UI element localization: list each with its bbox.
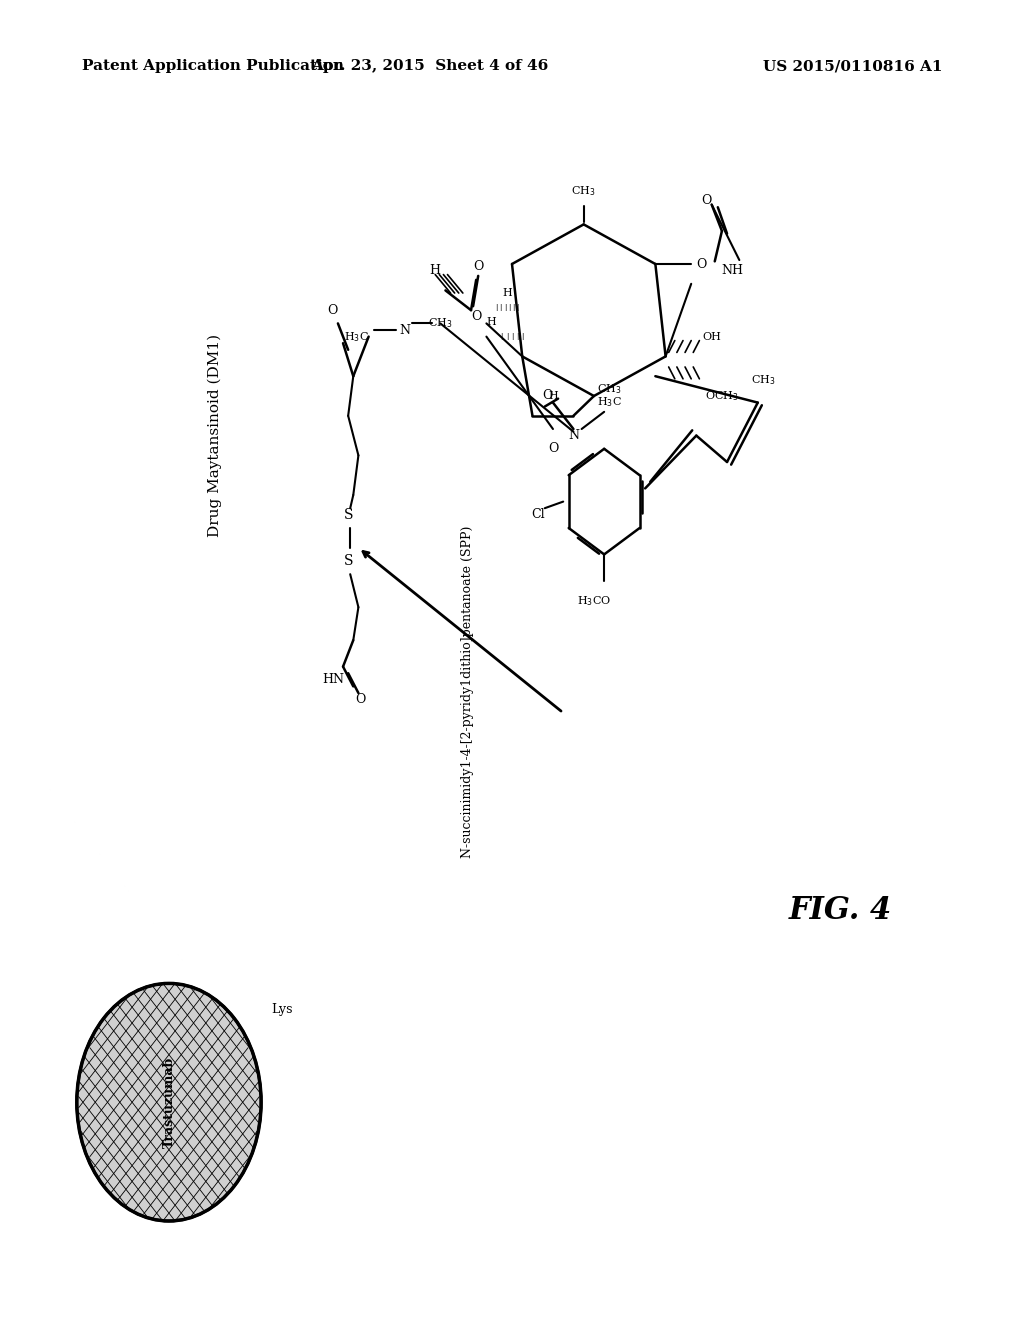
Text: N: N <box>399 323 410 337</box>
Text: Lys: Lys <box>271 1003 293 1016</box>
Text: |: | <box>496 304 498 312</box>
Text: Cl: Cl <box>530 508 545 521</box>
Text: CH$_3$: CH$_3$ <box>751 374 775 387</box>
Circle shape <box>77 983 261 1221</box>
Text: Drug Maytansinoid (DM1): Drug Maytansinoid (DM1) <box>208 334 222 537</box>
Text: H: H <box>430 264 440 277</box>
Text: |: | <box>501 333 503 341</box>
Text: HN: HN <box>322 673 344 686</box>
Text: OCH$_3$: OCH$_3$ <box>706 389 738 403</box>
Text: |: | <box>504 304 506 312</box>
Text: O: O <box>696 257 707 271</box>
Text: O: O <box>701 194 712 207</box>
Text: Apr. 23, 2015  Sheet 4 of 46: Apr. 23, 2015 Sheet 4 of 46 <box>311 59 549 74</box>
Text: H: H <box>548 391 558 401</box>
Text: FIG. 4: FIG. 4 <box>788 895 892 927</box>
Text: S: S <box>343 508 353 521</box>
Text: N: N <box>568 429 579 442</box>
Text: Trastuzumab: Trastuzumab <box>163 1056 175 1148</box>
Text: S: S <box>343 554 353 568</box>
Text: OH: OH <box>702 331 721 342</box>
Text: H: H <box>486 317 497 327</box>
Text: Patent Application Publication: Patent Application Publication <box>82 59 344 74</box>
Text: O: O <box>355 693 366 706</box>
Text: O: O <box>548 442 558 455</box>
Text: CH$_3$: CH$_3$ <box>428 317 453 330</box>
Text: CH$_3$: CH$_3$ <box>597 383 622 396</box>
Text: CH$_3$: CH$_3$ <box>571 185 596 198</box>
Text: |: | <box>516 304 518 312</box>
Text: |: | <box>521 333 523 341</box>
Text: O: O <box>473 260 483 273</box>
Text: H: H <box>502 288 512 298</box>
Text: O: O <box>543 389 553 403</box>
Text: H$_3$C: H$_3$C <box>344 330 369 343</box>
Text: |: | <box>512 304 514 312</box>
Text: |: | <box>511 333 513 341</box>
Text: N-succinimidy1-4-[2-pyridy1dithio]pentanoate (SPP): N-succinimidy1-4-[2-pyridy1dithio]pentan… <box>461 525 474 858</box>
Text: |: | <box>508 304 510 312</box>
Text: H$_3$CO: H$_3$CO <box>577 594 611 607</box>
Text: O: O <box>471 310 481 323</box>
Text: H$_3$C: H$_3$C <box>597 396 622 409</box>
Text: |: | <box>506 333 508 341</box>
Text: NH: NH <box>721 264 743 277</box>
Text: |: | <box>500 304 502 312</box>
Text: |: | <box>516 333 518 341</box>
Text: O: O <box>328 304 338 317</box>
Text: US 2015/0110816 A1: US 2015/0110816 A1 <box>763 59 942 74</box>
